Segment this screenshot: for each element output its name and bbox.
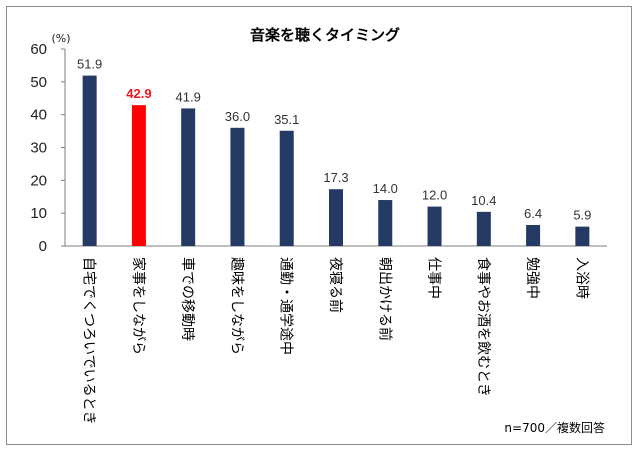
data-label: 10.4: [471, 193, 496, 208]
category-label: 車での移動時: [179, 257, 196, 341]
bar: [526, 224, 541, 246]
category-label: 入浴時: [573, 257, 589, 299]
category-label: 趣味をしながら: [228, 257, 244, 355]
bar: [279, 130, 294, 246]
category-label: 夜寝る前: [327, 257, 344, 313]
y-unit-label: (%): [51, 32, 70, 45]
bar: [427, 206, 442, 246]
bars: 51.9 42.9 41.9 36.0 35.1 17.3 14.0 12.0 10.4 6.4 5…: [77, 57, 591, 247]
y-tick-label: 30: [30, 140, 47, 157]
bar: [476, 211, 491, 246]
data-label: 41.9: [176, 89, 201, 104]
data-label: 17.3: [323, 170, 348, 185]
bar: [575, 226, 590, 246]
data-label: 35.1: [274, 112, 299, 127]
category-label: 食事やお酒を飲むとき: [475, 257, 492, 397]
data-label: 6.4: [524, 206, 542, 221]
y-tick-label: 0: [39, 238, 47, 255]
data-label: 51.9: [77, 57, 102, 72]
category-label: 家事をしながら: [130, 257, 147, 355]
bar: [181, 108, 196, 246]
data-label: 42.9: [126, 86, 151, 101]
bar: [82, 75, 97, 246]
sample-note: n=700／複数回答: [504, 420, 605, 435]
bar: [378, 200, 393, 246]
category-label: 勉強中: [524, 257, 540, 299]
y-tick-label: 50: [30, 74, 47, 91]
chart-frame: 音楽を聴くタイミング (%) 0 10 20 30 40 50 60 51.9 42.9 41.…: [6, 6, 632, 445]
category-labels: 自宅でくつろいでいるとき 家事をしながら 車での移動時 趣味をしながら 通勤・通学途中 夜…: [81, 257, 590, 425]
category-label: 通勤・通学途中: [278, 257, 295, 355]
data-label: 12.0: [422, 188, 447, 203]
bar: [131, 105, 146, 247]
bar: [230, 127, 245, 246]
data-label: 5.9: [573, 208, 591, 223]
y-tick-label: 60: [30, 41, 47, 58]
category-label: 朝出かける前: [376, 257, 393, 341]
category-label: 自宅でくつろいでいるとき: [81, 257, 97, 425]
y-axis: 0 10 20 30 40 50 60: [30, 41, 607, 255]
category-label: 仕事中: [426, 257, 442, 299]
y-tick-label: 40: [30, 107, 47, 124]
chart-title: 音楽を聴くタイミング: [250, 26, 400, 44]
bar: [329, 189, 343, 246]
bar-chart: 音楽を聴くタイミング (%) 0 10 20 30 40 50 60 51.9 42.9 41.…: [30, 26, 607, 435]
y-tick-label: 20: [30, 172, 47, 189]
y-tick-label: 10: [30, 205, 47, 222]
data-label: 36.0: [225, 109, 250, 124]
data-label: 14.0: [373, 181, 398, 196]
